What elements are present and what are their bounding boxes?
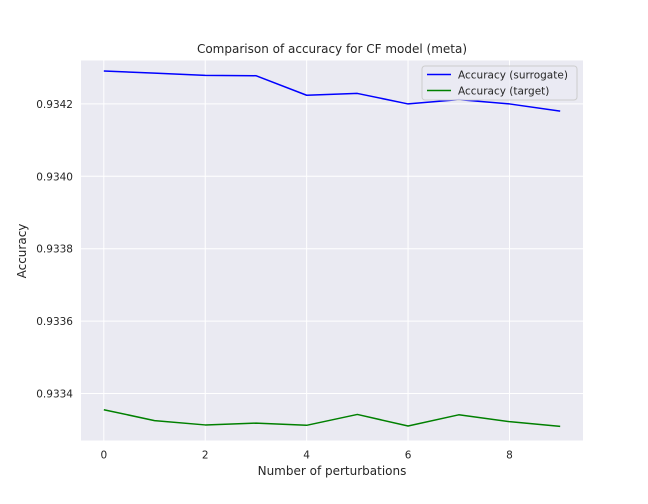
y-axis-label: Accuracy	[15, 224, 29, 279]
x-tick-label: 8	[506, 450, 513, 462]
x-tick-label: 6	[405, 450, 412, 462]
y-tick-label: 0.9342	[36, 99, 73, 111]
y-tick-label: 0.9340	[36, 171, 73, 183]
legend-box	[421, 65, 578, 101]
y-tick-label: 0.9338	[36, 244, 73, 256]
chart-title: Comparison of accuracy for CF model (met…	[197, 42, 467, 56]
series-layer	[103, 70, 561, 428]
x-grid	[103, 60, 510, 441]
x-tick-labels: 0 2 4 6 8	[100, 450, 512, 462]
series-line-target	[103, 409, 561, 428]
x-tick-label: 0	[100, 450, 107, 462]
y-tick-label: 0.9336	[36, 316, 73, 328]
legend: Accuracy (surrogate) Accuracy (target)	[421, 65, 578, 101]
legend-label-surrogate: Accuracy (surrogate)	[458, 70, 568, 82]
series-line-surrogate	[103, 70, 561, 112]
plot-background	[81, 60, 583, 441]
y-tick-label: 0.9334	[36, 388, 73, 400]
x-tick-label: 2	[202, 450, 209, 462]
x-tick-label: 4	[303, 450, 310, 462]
y-tick-labels: 0.9334 0.9336 0.9338 0.9340 0.9342	[36, 99, 73, 401]
legend-label-target: Accuracy (target)	[458, 86, 549, 98]
y-grid	[81, 103, 583, 394]
x-axis-label: Number of perturbations	[258, 464, 407, 478]
